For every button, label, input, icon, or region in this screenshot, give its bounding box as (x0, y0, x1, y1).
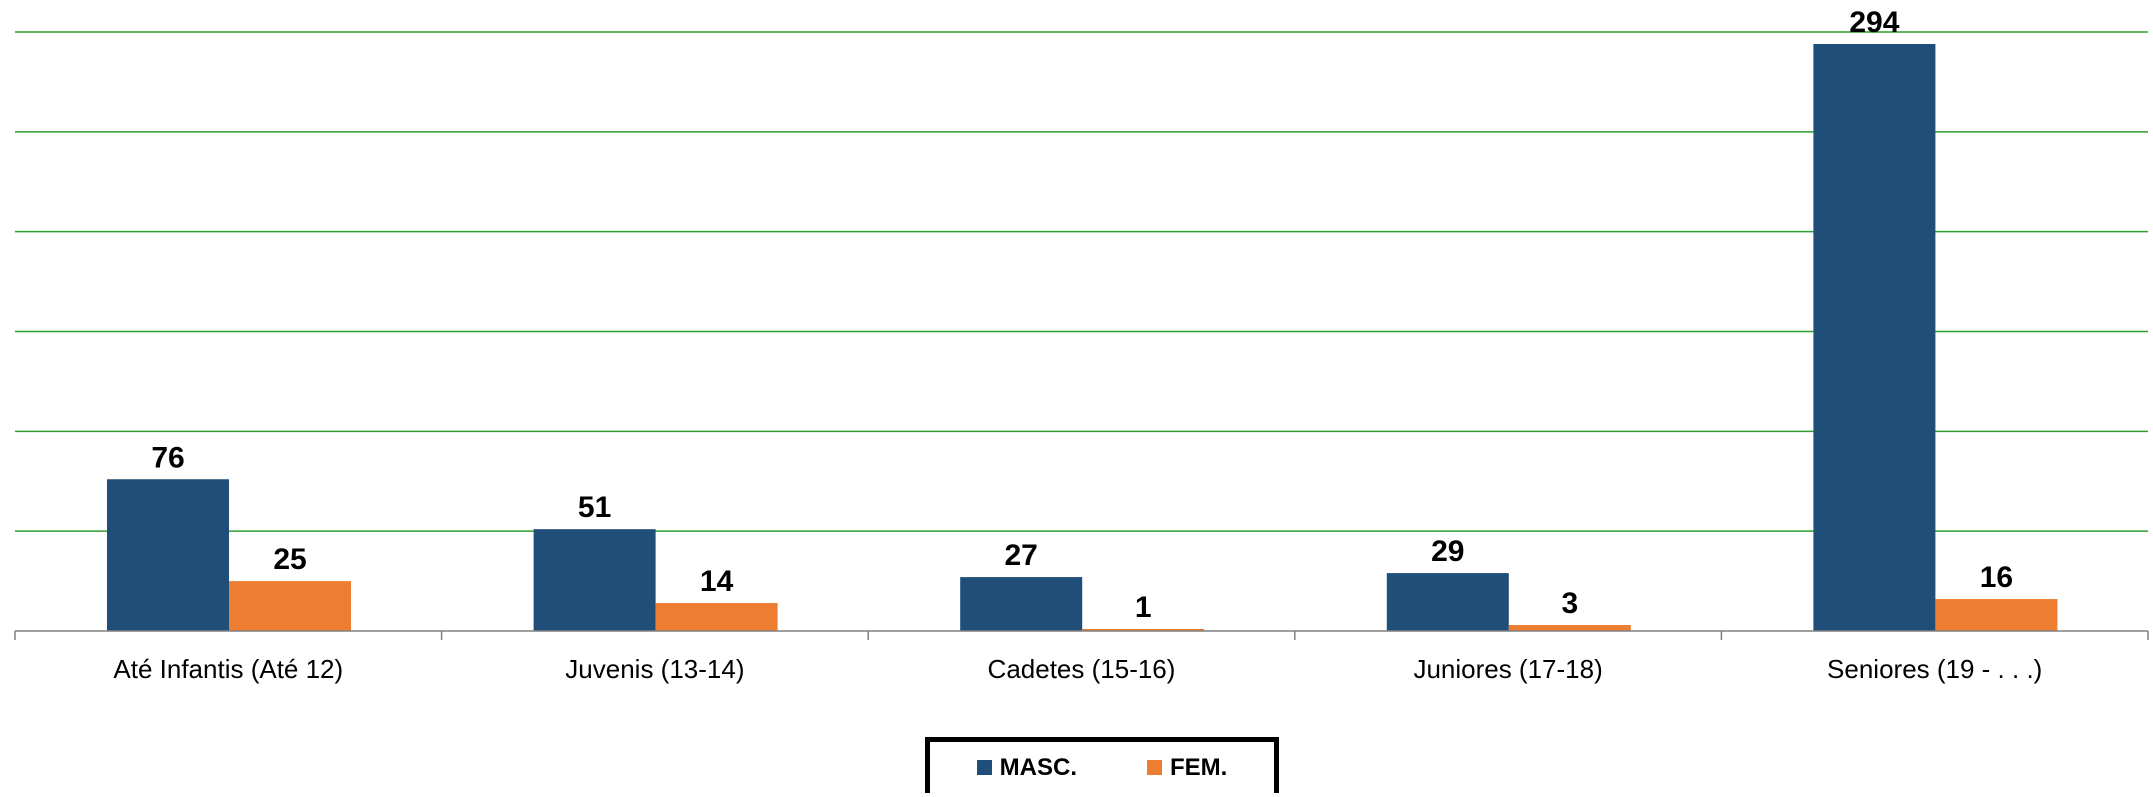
x-tick-label: Juniores (17-18) (1413, 654, 1602, 684)
legend: MASC. FEM. (925, 737, 1279, 793)
data-label-fem: 1 (1135, 591, 1152, 624)
bar-masc (1813, 43, 1936, 632)
data-label-masc: 27 (1005, 539, 1038, 572)
legend-label-fem: FEM. (1170, 753, 1228, 781)
legend-swatch-fem (1147, 760, 1162, 775)
data-label-fem: 3 (1561, 587, 1578, 620)
data-label-masc: 76 (151, 441, 184, 474)
data-label-fem: 25 (273, 543, 306, 576)
bar-fem (1508, 625, 1631, 631)
x-tick-label: Cadetes (15-16) (988, 654, 1176, 684)
data-labels: 76 25 51 14 27 1 29 3 294 16 (151, 6, 2013, 624)
bar-masc (1386, 573, 1509, 631)
data-label-masc: 51 (578, 491, 611, 524)
data-label-fem: 14 (700, 565, 734, 598)
legend-item-masc: MASC. (976, 753, 1077, 782)
legend-item-fem: FEM. (1147, 754, 1227, 782)
x-tick-label: Até Infantis (Até 12) (113, 654, 343, 684)
gridlines (15, 31, 2148, 532)
legend-swatch-masc (976, 760, 992, 775)
bar-fem (1082, 629, 1205, 631)
bar-fem (655, 603, 778, 631)
bar-masc (107, 479, 229, 631)
x-axis: Até Infantis (Até 12) Juvenis (13-14) Cade… (14, 630, 2149, 684)
x-tick-label: Seniores (19 - . . .) (1827, 654, 2042, 684)
bar-fem (1935, 599, 2058, 631)
bars (107, 43, 2058, 632)
data-label-masc: 294 (1849, 6, 1899, 39)
bar-masc (533, 529, 656, 631)
bar-fem (229, 581, 351, 631)
legend-label-masc: MASC. (999, 753, 1077, 781)
data-label-masc: 29 (1431, 535, 1464, 568)
x-tick-label: Juvenis (13-14) (565, 654, 744, 684)
bar-masc (960, 577, 1083, 631)
data-label-fem: 16 (1980, 561, 2013, 594)
